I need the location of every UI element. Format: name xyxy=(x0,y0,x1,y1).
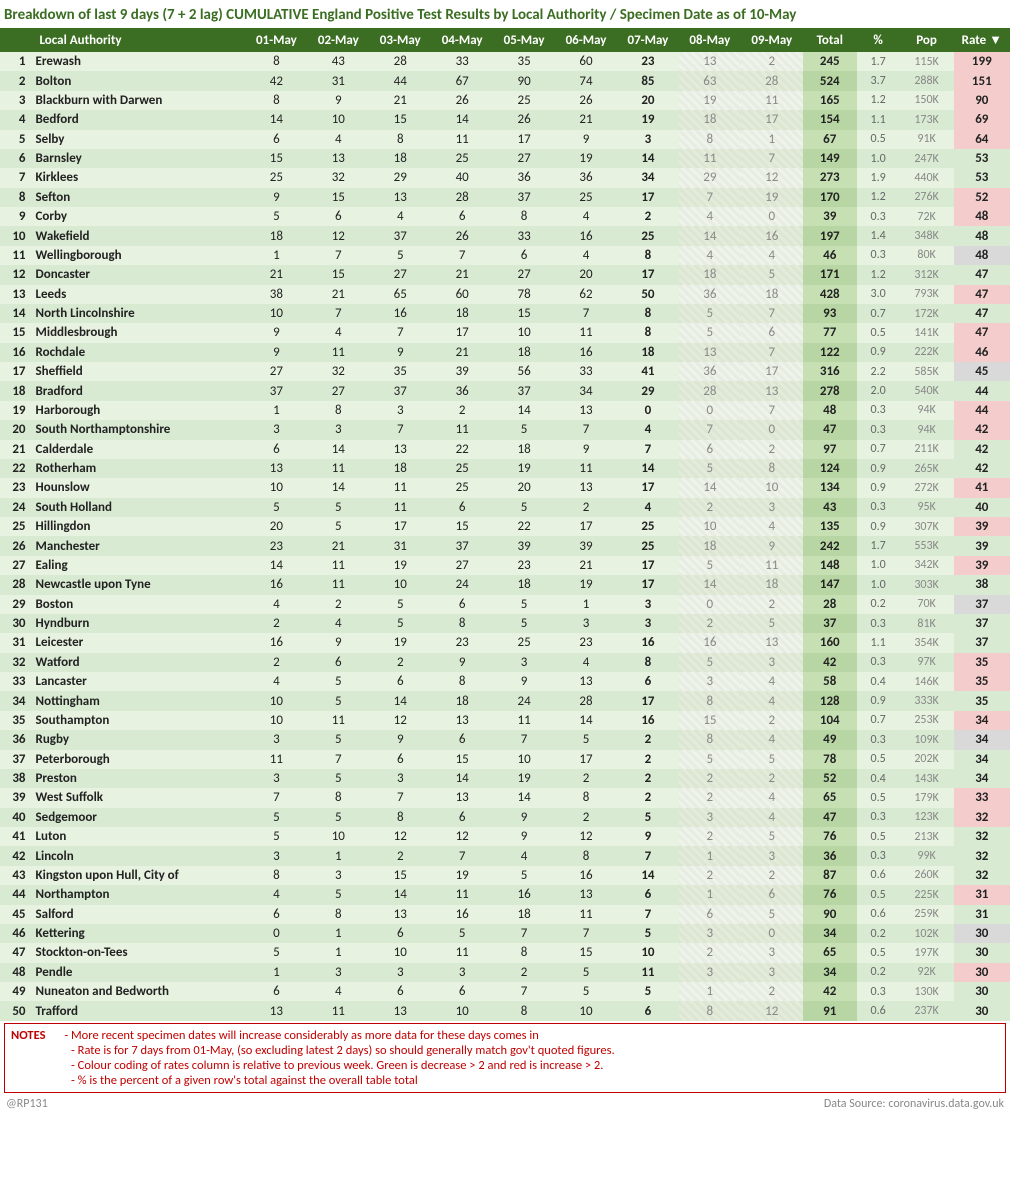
footer: @RP131 Data Source: coronavirus.data.gov… xyxy=(0,1095,1010,1117)
col-header: 02-May xyxy=(307,28,369,52)
table-row: 46Kettering016577530340.2102K30 xyxy=(0,924,1010,943)
footer-left: @RP131 xyxy=(6,1097,48,1111)
table-row: 2Bolton4231446790748563285243.7288K151 xyxy=(0,71,1010,90)
col-header: 04-May xyxy=(431,28,493,52)
table-header-row: Local Authority01-May02-May03-May04-May0… xyxy=(0,28,1010,52)
table-row: 50Trafford131113108106812910.6237K30 xyxy=(0,1001,1010,1020)
table-row: 30Hyndburn245853325370.381K37 xyxy=(0,614,1010,633)
table-row: 6Barnsley151318252719141171491.0247K53 xyxy=(0,149,1010,168)
table-row: 47Stockton-on-Tees5110118151023650.5197K… xyxy=(0,943,1010,962)
table-row: 43Kingston upon Hull, City of83151951614… xyxy=(0,866,1010,885)
table-row: 8Sefton91513283725177191701.2276K52 xyxy=(0,188,1010,207)
table-row: 20South Northamptonshire3371157470470.39… xyxy=(0,420,1010,439)
table-row: 17Sheffield2732353956334136173162.2585K4… xyxy=(0,362,1010,381)
table-row: 27Ealing141119272321175111481.0342K39 xyxy=(0,556,1010,575)
table-row: 23Hounslow1014112520131714101340.9272K41 xyxy=(0,478,1010,497)
col-header: Local Authority xyxy=(32,28,246,52)
col-header: 08-May xyxy=(679,28,741,52)
table-row: 19Harborough18321413007480.394K44 xyxy=(0,401,1010,420)
table-row: 18Bradford3727373637342928132782.0540K44 xyxy=(0,381,1010,400)
table-row: 29Boston425651302280.270K37 xyxy=(0,595,1010,614)
table-row: 49Nuneaton and Bedworth646675512420.3130… xyxy=(0,982,1010,1001)
col-header: Pop xyxy=(900,28,954,52)
table-row: 39West Suffolk78713148224650.5179K33 xyxy=(0,788,1010,807)
table-row: 41Luton5101212912925760.5213K32 xyxy=(0,827,1010,846)
table-row: 21Calderdale6141322189762970.7211K42 xyxy=(0,440,1010,459)
col-header: Rate ▼ xyxy=(954,28,1010,52)
table-row: 1Erewash84328333560231322451.7115K199 xyxy=(0,52,1010,71)
table-row: 25Hillingdon20517152217251041350.9307K39 xyxy=(0,517,1010,536)
footer-right: Data Source: coronavirus.data.gov.uk xyxy=(824,1097,1004,1111)
notes-box: NOTES - More recent specimen dates will … xyxy=(4,1023,1006,1093)
col-header: 01-May xyxy=(245,28,307,52)
table-row: 16Rochdale9119211816181371220.9222K46 xyxy=(0,343,1010,362)
table-row: 32Watford262934853420.397K35 xyxy=(0,653,1010,672)
notes-line: - More recent specimen dates will increa… xyxy=(56,1028,538,1043)
table-row: 33Lancaster4568913634580.4146K35 xyxy=(0,672,1010,691)
table-row: 22Rotherham13111825191114581240.9265K42 xyxy=(0,459,1010,478)
table-row: 3Blackburn with Darwen892126252620191116… xyxy=(0,91,1010,110)
table-row: 26Manchester232131373939251892421.7553K3… xyxy=(0,536,1010,555)
table-row: 48Pendle1333251133340.292K30 xyxy=(0,963,1010,982)
table-row: 38Preston35314192222520.4143K34 xyxy=(0,769,1010,788)
table-row: 45Salford6813161811765900.6259K31 xyxy=(0,905,1010,924)
table-row: 42Lincoln312748713360.399K32 xyxy=(0,846,1010,865)
table-row: 15Middlesbrough947171011856770.5141K47 xyxy=(0,323,1010,342)
data-table: Local Authority01-May02-May03-May04-May0… xyxy=(0,28,1010,1021)
table-row: 44Northampton4514111613616760.5225K31 xyxy=(0,885,1010,904)
col-header: 09-May xyxy=(741,28,803,52)
table-row: 7Kirklees2532294036363429122731.9440K53 xyxy=(0,168,1010,187)
table-row: 5Selby64811179381670.591K64 xyxy=(0,130,1010,149)
table-row: 31Leicester169192325231616131601.1354K37 xyxy=(0,633,1010,652)
table-row: 34Nottingham1051418242817841280.9333K35 xyxy=(0,691,1010,710)
page-title: Breakdown of last 9 days (7 + 2 lag) CUM… xyxy=(0,0,1010,28)
table-row: 11Wellingborough175764844460.380K48 xyxy=(0,246,1010,265)
table-row: 40Sedgemoor558692534470.3123K32 xyxy=(0,808,1010,827)
table-row: 14North Lincolnshire1071618157857930.717… xyxy=(0,304,1010,323)
table-row: 36Rugby359675284490.3109K34 xyxy=(0,730,1010,749)
col-header: 05-May xyxy=(493,28,555,52)
table-row: 37Peterborough1176151017255780.5202K34 xyxy=(0,750,1010,769)
notes-line: - Colour coding of rates column is relat… xyxy=(11,1058,999,1073)
table-row: 10Wakefield1812372633162514161971.4348K4… xyxy=(0,226,1010,245)
col-header: Total xyxy=(803,28,857,52)
notes-line: - % is the percent of a given row's tota… xyxy=(11,1073,999,1088)
notes-line: - Rate is for 7 days from 01-May, (so ex… xyxy=(11,1043,999,1058)
table-row: 9Corby564684240390.372K48 xyxy=(0,207,1010,226)
col-header: % xyxy=(857,28,900,52)
table-row: 35Southampton101112131114161521040.7253K… xyxy=(0,711,1010,730)
table-row: 4Bedford1410151426211918171541.1173K69 xyxy=(0,110,1010,129)
table-row: 13Leeds3821656078625036184283.0793K47 xyxy=(0,285,1010,304)
col-header: 07-May xyxy=(617,28,679,52)
table-row: 24South Holland5511652423430.395K40 xyxy=(0,498,1010,517)
table-row: 28Newcastle upon Tyne1611102418191714181… xyxy=(0,575,1010,594)
table-row: 12Doncaster211527212720171851711.2312K47 xyxy=(0,265,1010,284)
col-header: 06-May xyxy=(555,28,617,52)
notes-label: NOTES xyxy=(11,1028,46,1043)
col-header: 03-May xyxy=(369,28,431,52)
